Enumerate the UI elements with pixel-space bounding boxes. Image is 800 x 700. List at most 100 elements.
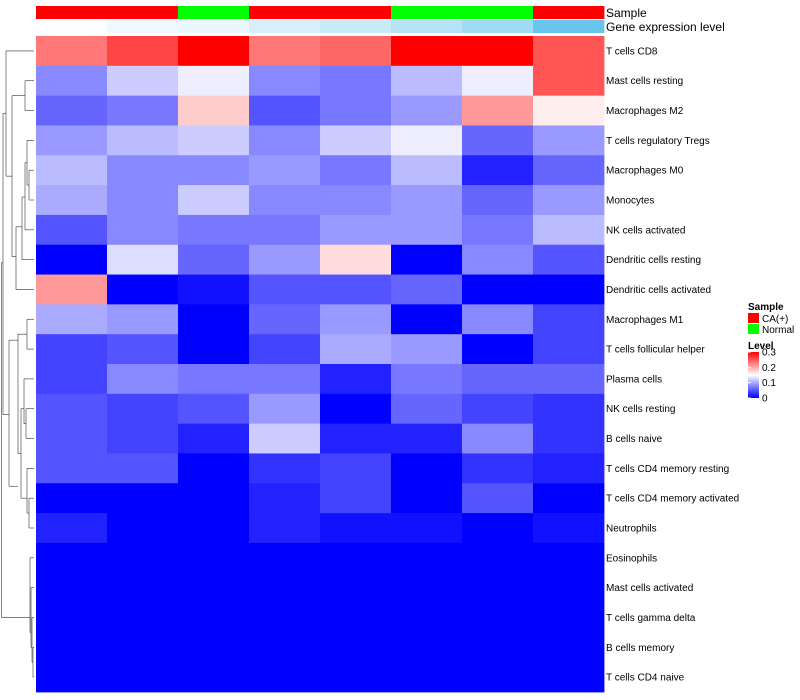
heatmap-cell: [107, 364, 179, 395]
heatmap-cell: [36, 542, 108, 574]
heatmap-cell: [36, 244, 108, 275]
expression-annotation-cell: [391, 20, 463, 33]
heatmap-cell: [533, 483, 605, 514]
heatmap-cell: [320, 453, 392, 484]
heatmap-cell: [178, 513, 250, 544]
heatmap-cell: [107, 602, 179, 633]
heatmap-cell: [391, 513, 463, 544]
heatmap-cell: [533, 393, 605, 425]
heatmap-cell: [533, 95, 605, 126]
heatmap-cell: [533, 185, 605, 216]
heatmap-cell: [320, 155, 392, 186]
heatmap-cell: [249, 483, 321, 514]
heatmap-cell: [391, 662, 463, 693]
annotation-tracks: [36, 6, 605, 33]
heatmap-cell: [107, 423, 179, 454]
heatmap-cell: [462, 513, 534, 544]
heatmap-cell: [391, 274, 463, 305]
heatmap-cell: [178, 95, 250, 126]
heatmap-cell: [249, 393, 321, 425]
heatmap-cell: [107, 95, 179, 126]
heatmap-cell: [36, 453, 108, 484]
heatmap-cell: [391, 453, 463, 484]
row-label: Macrophages M1: [606, 315, 684, 326]
expression-annotation-cell: [36, 20, 108, 33]
heatmap-cell: [178, 453, 250, 484]
heatmap-cell: [249, 125, 321, 156]
heatmap-cell: [36, 393, 108, 425]
heatmap-cell: [107, 304, 179, 335]
heatmap-cell: [391, 304, 463, 335]
expression-annotation-cell: [533, 20, 605, 33]
heatmap-cell: [36, 274, 108, 305]
heatmap-cell: [462, 483, 534, 514]
heatmap-cell: [178, 632, 250, 663]
heatmap-cell: [533, 632, 605, 663]
heatmap-cell: [36, 632, 108, 663]
row-label: Dendritic cells activated: [606, 285, 711, 296]
heatmap-cell: [462, 393, 534, 425]
heatmap-cell: [178, 65, 250, 97]
heatmap-cell: [462, 632, 534, 663]
annotation-label-sample: Sample: [606, 6, 647, 20]
heatmap-cell: [249, 214, 321, 246]
heatmap-cell: [178, 483, 250, 514]
heatmap-cell: [249, 334, 321, 365]
heatmap-cell: [320, 244, 392, 275]
heatmap-cell: [36, 36, 108, 67]
heatmap-cell: [178, 125, 250, 156]
heatmap-cell: [178, 572, 250, 603]
heatmap-cell: [320, 36, 392, 67]
row-label: B cells memory: [606, 643, 674, 654]
heatmap-cell: [249, 274, 321, 305]
heatmap-cell: [533, 364, 605, 395]
row-label: T cells CD4 memory activated: [606, 494, 739, 505]
heatmap-cell: [178, 602, 250, 633]
heatmap-cell: [249, 185, 321, 216]
heatmap-cell: [36, 572, 108, 603]
heatmap-cell: [107, 453, 179, 484]
heatmap-cell: [36, 214, 108, 246]
heatmap-cell: [320, 95, 392, 126]
row-label: Monocytes: [606, 196, 654, 207]
heatmap-cell: [462, 334, 534, 365]
sample-annotation-cell: [320, 6, 392, 19]
legend-tick-label: 0: [762, 394, 768, 405]
heatmap-cell: [107, 125, 179, 156]
row-label: NK cells resting: [606, 404, 675, 415]
legend-tick-label: 0.2: [762, 363, 776, 374]
heatmap-cell: [391, 36, 463, 67]
heatmap-cell: [462, 572, 534, 603]
heatmap-cell: [36, 65, 108, 97]
heatmap-cell: [533, 513, 605, 544]
row-label: Mast cells activated: [606, 583, 693, 594]
heatmap-cell: [178, 364, 250, 395]
heatmap-cell: [533, 662, 605, 693]
heatmap-cell: [107, 65, 179, 97]
heatmap-cell: [462, 125, 534, 156]
heatmap-cell: [178, 393, 250, 425]
heatmap-cell: [391, 393, 463, 425]
heatmap-cell: [107, 542, 179, 574]
heatmap-cell: [320, 513, 392, 544]
heatmap-cell: [462, 304, 534, 335]
heatmap-cell: [391, 423, 463, 454]
heatmap-cell: [320, 483, 392, 514]
row-label: Macrophages M0: [606, 166, 684, 177]
legend-title-level: Level: [748, 341, 774, 352]
sample-annotation-cell: [249, 6, 321, 19]
heatmap-cell: [462, 65, 534, 97]
heatmap-cell: [391, 95, 463, 126]
heatmap-cell: [533, 572, 605, 603]
heatmap-cell: [462, 214, 534, 246]
heatmap-cell: [391, 65, 463, 97]
heatmap-cell: [178, 244, 250, 275]
heatmap-cell: [249, 304, 321, 335]
legend-ticks: 0.3 0.2 0.1 0: [748, 348, 776, 405]
heatmap-cell: [107, 572, 179, 603]
row-label: Plasma cells: [606, 374, 662, 385]
row-label: Dendritic cells resting: [606, 255, 701, 266]
heatmap-cell: [391, 483, 463, 514]
legend: Sample CA(+) Normal Level 0.3 0.2 0.1 0: [748, 302, 794, 405]
